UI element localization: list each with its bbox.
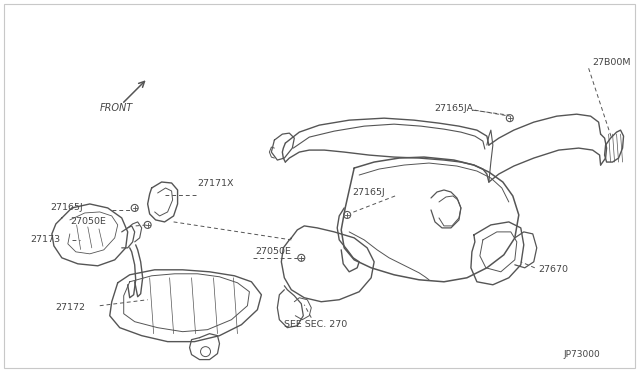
Text: 27173: 27173 — [30, 235, 60, 244]
Text: FRONT: FRONT — [100, 103, 133, 113]
Text: 27165J: 27165J — [352, 189, 385, 198]
Text: JP73000: JP73000 — [564, 350, 600, 359]
Text: 27B00M: 27B00M — [593, 58, 631, 67]
Text: SEE SEC. 270: SEE SEC. 270 — [284, 320, 348, 329]
Text: 27171X: 27171X — [198, 179, 234, 187]
Text: 27050E: 27050E — [70, 217, 106, 227]
Text: 27165J: 27165J — [50, 203, 83, 212]
Text: 27165JA: 27165JA — [434, 104, 473, 113]
Text: 27050E: 27050E — [255, 247, 291, 256]
Text: 27670: 27670 — [539, 265, 569, 274]
Text: 27172: 27172 — [55, 303, 85, 312]
